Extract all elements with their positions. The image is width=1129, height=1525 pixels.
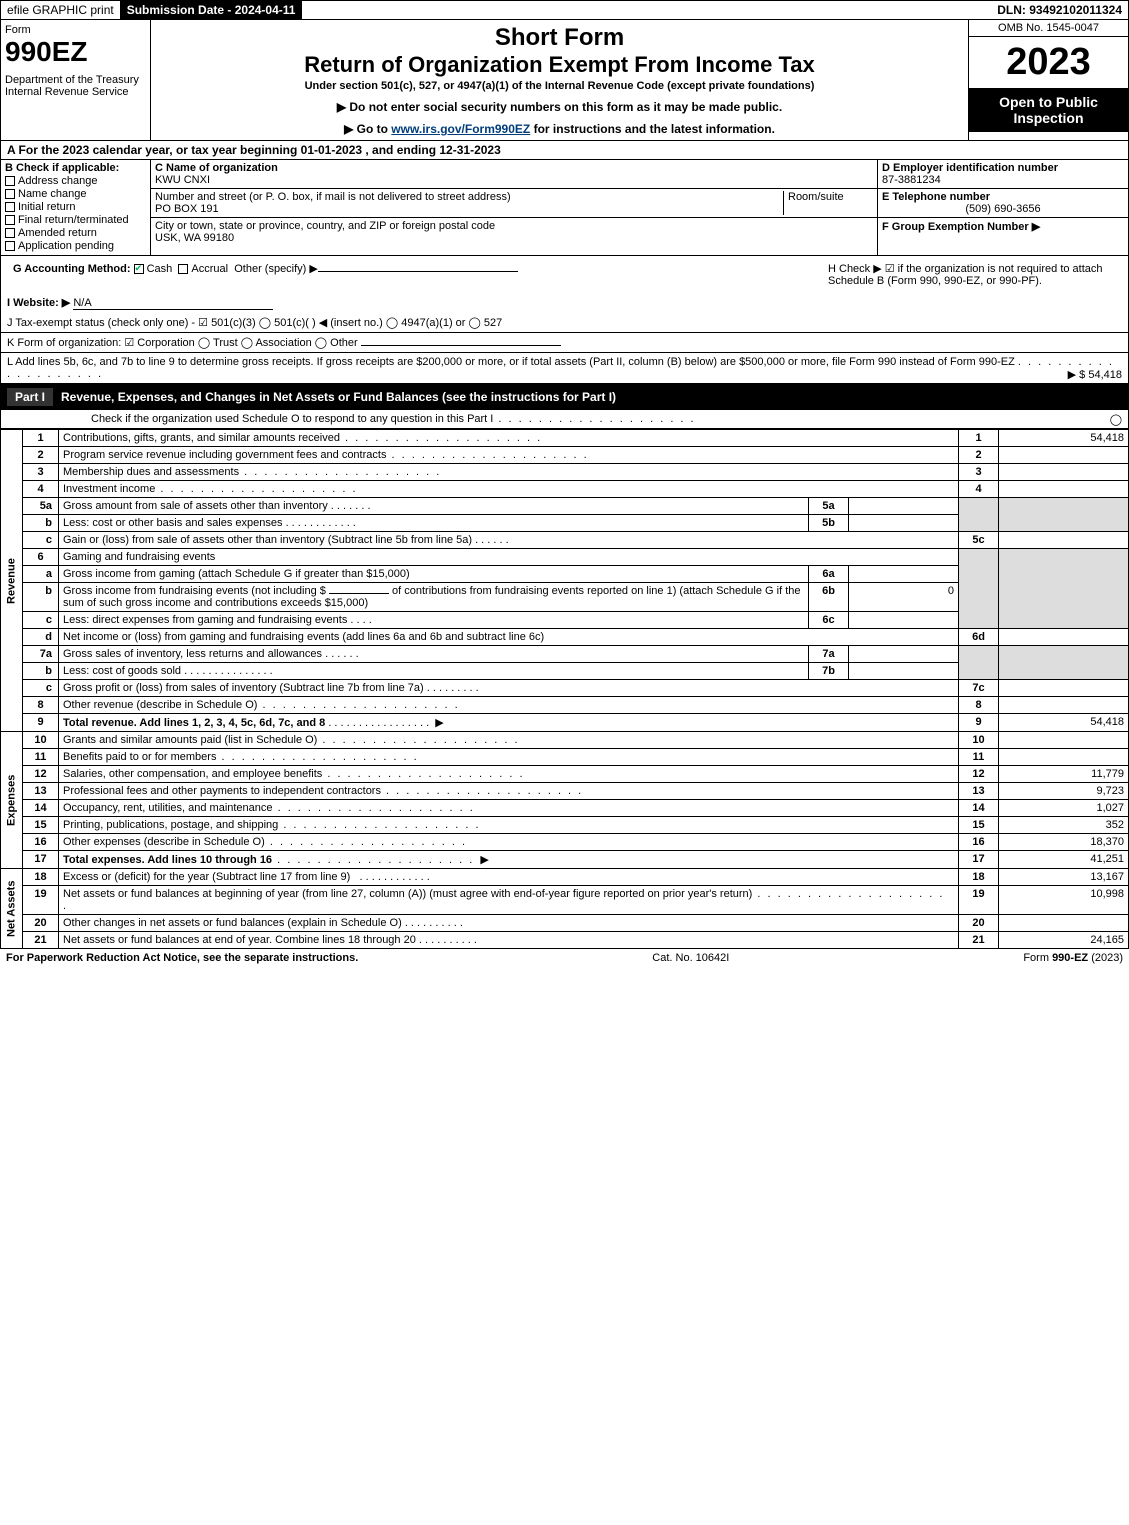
- line-7c: cGross profit or (loss) from sales of in…: [1, 680, 1129, 697]
- line-15: 15Printing, publications, postage, and s…: [1, 817, 1129, 834]
- org-name: KWU CNXI: [155, 174, 873, 186]
- g-label: G Accounting Method:: [13, 263, 131, 275]
- form-subtitle: Under section 501(c), 527, or 4947(a)(1)…: [161, 80, 958, 92]
- line-16: 16Other expenses (describe in Schedule O…: [1, 834, 1129, 851]
- row-bcdef: B Check if applicable: Address change Na…: [0, 160, 1129, 256]
- line-1: Revenue 1Contributions, gifts, grants, a…: [1, 430, 1129, 447]
- line-8: 8Other revenue (describe in Schedule O)8: [1, 697, 1129, 714]
- check-name-change[interactable]: Name change: [5, 188, 146, 200]
- check-accrual[interactable]: [178, 264, 188, 274]
- irs-link[interactable]: www.irs.gov/Form990EZ: [391, 122, 530, 136]
- form-word: Form: [5, 24, 146, 36]
- section-k: K Form of organization: ☑ Corporation ◯ …: [0, 333, 1129, 353]
- section-l: L Add lines 5b, 6c, and 7b to line 9 to …: [0, 353, 1129, 384]
- room-suite-label: Room/suite: [783, 191, 873, 215]
- form-header: Form 990EZ Department of the Treasury In…: [0, 20, 1129, 141]
- section-i: I Website: ▶ N/A: [0, 293, 1129, 313]
- line-11: 11Benefits paid to or for members11: [1, 749, 1129, 766]
- open-inspection: Open to Public Inspection: [969, 88, 1128, 132]
- header-left: Form 990EZ Department of the Treasury In…: [1, 20, 151, 140]
- instr2-pre: ▶ Go to: [344, 122, 391, 136]
- form-number: 990EZ: [5, 36, 146, 68]
- instruction-1: ▶ Do not enter social security numbers o…: [161, 100, 958, 114]
- footer-left: For Paperwork Reduction Act Notice, see …: [6, 952, 358, 964]
- netassets-label: Net Assets: [1, 869, 23, 949]
- f-label: F Group Exemption Number ▶: [882, 221, 1040, 233]
- revenue-label: Revenue: [1, 430, 23, 732]
- instruction-2: ▶ Go to www.irs.gov/Form990EZ for instru…: [161, 122, 958, 136]
- section-c: C Name of organization KWU CNXI Number a…: [151, 160, 878, 255]
- e-label: E Telephone number: [882, 191, 1124, 203]
- line-10: Expenses 10Grants and similar amounts pa…: [1, 732, 1129, 749]
- line-17: 17Total expenses. Add lines 10 through 1…: [1, 851, 1129, 869]
- l-amount: ▶ $ 54,418: [1068, 368, 1122, 381]
- form-title: Return of Organization Exempt From Incom…: [161, 52, 958, 78]
- footer-mid: Cat. No. 10642I: [652, 952, 729, 964]
- line-14: 14Occupancy, rent, utilities, and mainte…: [1, 800, 1129, 817]
- page-footer: For Paperwork Reduction Act Notice, see …: [0, 949, 1129, 967]
- c-name-label: C Name of organization: [155, 162, 873, 174]
- section-b: B Check if applicable: Address change Na…: [1, 160, 151, 255]
- line-20: 20Other changes in net assets or fund ba…: [1, 915, 1129, 932]
- submission-date: Submission Date - 2024-04-11: [121, 1, 303, 19]
- expenses-label: Expenses: [1, 732, 23, 869]
- header-center: Short Form Return of Organization Exempt…: [151, 20, 968, 140]
- row-gh: G Accounting Method: Cash Accrual Other …: [0, 256, 1129, 293]
- check-address-change[interactable]: Address change: [5, 175, 146, 187]
- c-city-label: City or town, state or province, country…: [155, 220, 873, 232]
- line-9: 9Total revenue. Add lines 1, 2, 3, 4, 5c…: [1, 714, 1129, 732]
- line-3: 3Membership dues and assessments3: [1, 464, 1129, 481]
- b-title: B Check if applicable:: [5, 162, 146, 174]
- part-1-check: Check if the organization used Schedule …: [0, 410, 1129, 429]
- part-1-title: Revenue, Expenses, and Changes in Net As…: [61, 390, 616, 404]
- instr2-post: for instructions and the latest informat…: [530, 122, 775, 136]
- check-amended[interactable]: Amended return: [5, 227, 146, 239]
- short-form-title: Short Form: [161, 24, 958, 52]
- line-21: 21Net assets or fund balances at end of …: [1, 932, 1129, 949]
- tax-year: 2023: [969, 37, 1128, 88]
- line-5c: cGain or (loss) from sale of assets othe…: [1, 532, 1129, 549]
- part-1-table: Revenue 1Contributions, gifts, grants, a…: [0, 429, 1129, 949]
- part-1-header: Part I Revenue, Expenses, and Changes in…: [0, 384, 1129, 410]
- line-12: 12Salaries, other compensation, and empl…: [1, 766, 1129, 783]
- header-right: OMB No. 1545-0047 2023 Open to Public In…: [968, 20, 1128, 140]
- section-a: A For the 2023 calendar year, or tax yea…: [0, 141, 1129, 160]
- ein: 87-3881234: [882, 174, 1124, 186]
- other-org-input[interactable]: [361, 345, 561, 346]
- line-6d: dNet income or (loss) from gaming and fu…: [1, 629, 1129, 646]
- part-1-tag: Part I: [7, 388, 53, 406]
- phone: (509) 690-3656: [882, 203, 1124, 215]
- efile-label: efile GRAPHIC print: [1, 1, 121, 19]
- l-text: L Add lines 5b, 6c, and 7b to line 9 to …: [7, 356, 1015, 368]
- other-specify-input[interactable]: [318, 271, 518, 272]
- omb-number: OMB No. 1545-0047: [969, 20, 1128, 37]
- department: Department of the Treasury Internal Reve…: [5, 74, 146, 98]
- check-pending[interactable]: Application pending: [5, 240, 146, 252]
- section-h: H Check ▶ ☑ if the organization is not r…: [822, 259, 1122, 290]
- line-6: 6Gaming and fundraising events: [1, 549, 1129, 566]
- check-cash[interactable]: [134, 264, 144, 274]
- line-5a: 5aGross amount from sale of assets other…: [1, 498, 1129, 515]
- org-city: USK, WA 99180: [155, 232, 873, 244]
- line-18: Net Assets 18Excess or (deficit) for the…: [1, 869, 1129, 886]
- footer-right: Form 990-EZ (2023): [1023, 952, 1123, 964]
- dln: DLN: 93492102011324: [991, 1, 1128, 19]
- section-g: G Accounting Method: Cash Accrual Other …: [7, 259, 822, 290]
- check-final-return[interactable]: Final return/terminated: [5, 214, 146, 226]
- line-19: 19Net assets or fund balances at beginni…: [1, 886, 1129, 915]
- d-label: D Employer identification number: [882, 162, 1124, 174]
- c-street-label: Number and street (or P. O. box, if mail…: [155, 191, 783, 203]
- line-4: 4Investment income4: [1, 481, 1129, 498]
- section-def: D Employer identification number 87-3881…: [878, 160, 1128, 255]
- section-j: J Tax-exempt status (check only one) - ☑…: [0, 313, 1129, 333]
- top-bar: efile GRAPHIC print Submission Date - 20…: [0, 0, 1129, 20]
- line-13: 13Professional fees and other payments t…: [1, 783, 1129, 800]
- i-label: I Website: ▶: [7, 297, 70, 309]
- part1-checkbox[interactable]: ◯: [1110, 413, 1122, 426]
- check-initial-return[interactable]: Initial return: [5, 201, 146, 213]
- line-2: 2Program service revenue including gover…: [1, 447, 1129, 464]
- org-street: PO BOX 191: [155, 203, 783, 215]
- website-value: N/A: [73, 297, 273, 310]
- line-7a: 7aGross sales of inventory, less returns…: [1, 646, 1129, 663]
